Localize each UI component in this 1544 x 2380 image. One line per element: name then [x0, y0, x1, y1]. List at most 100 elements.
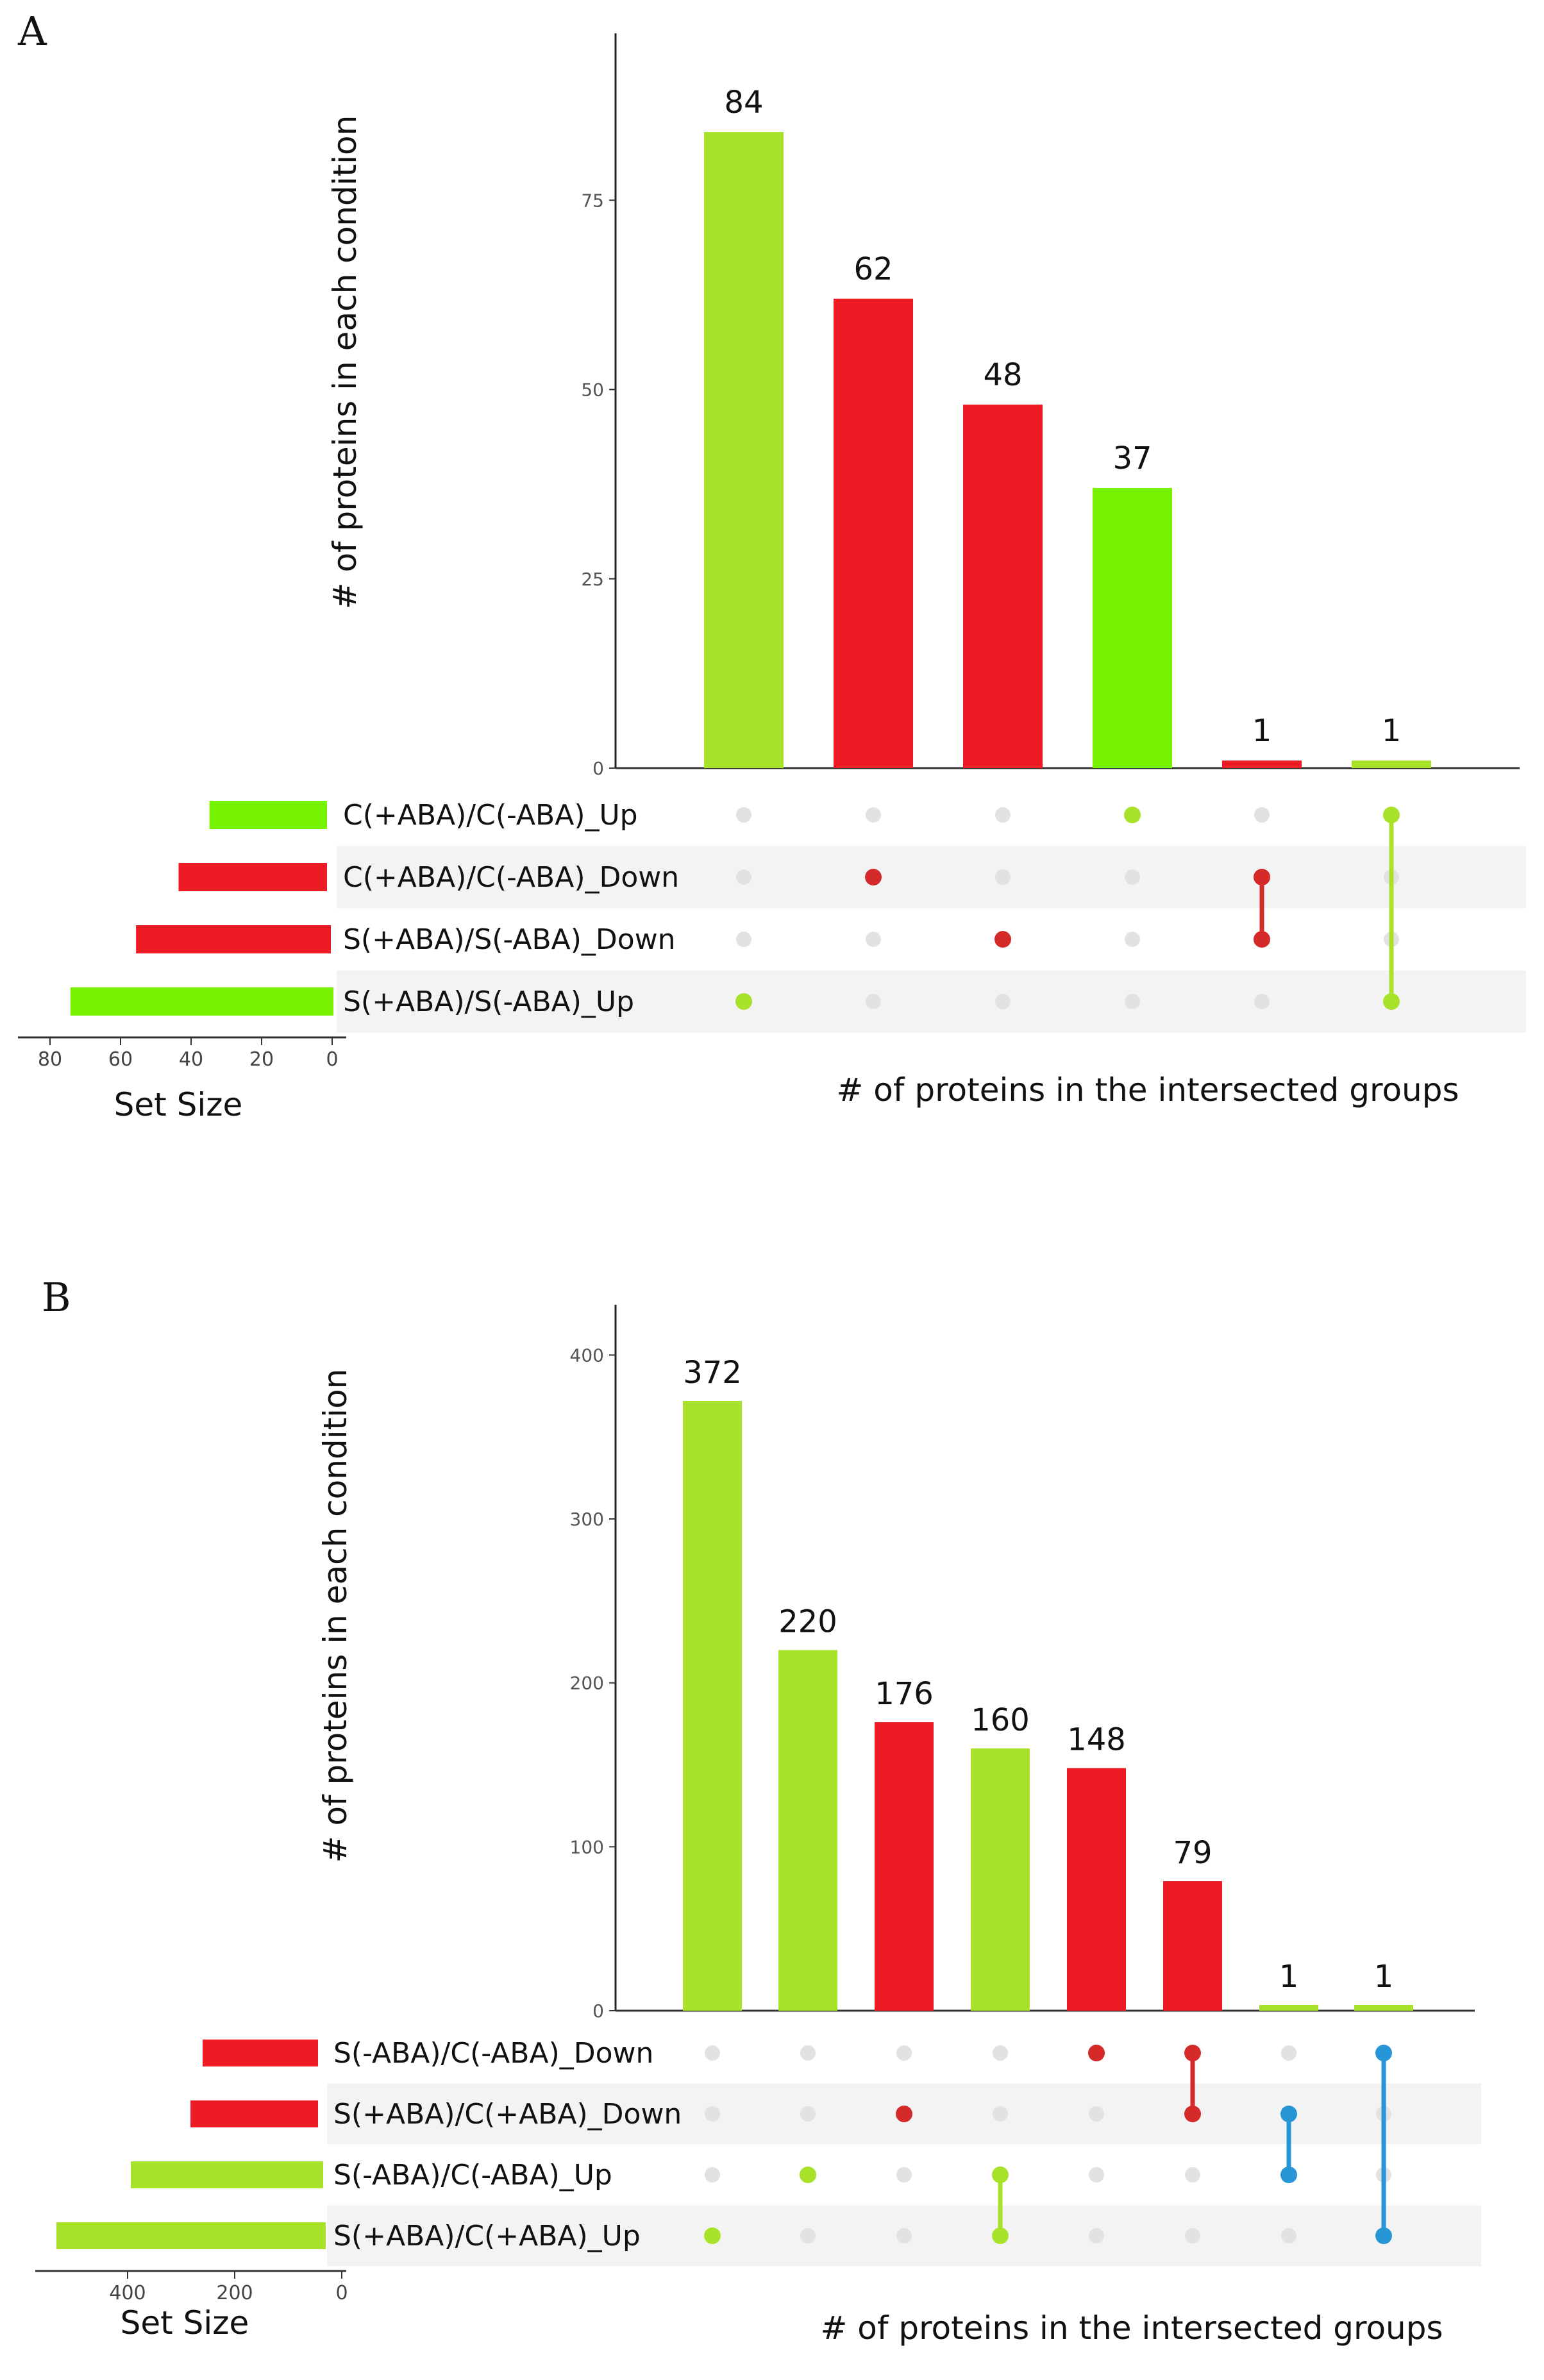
panel-b-matrix-dot-inactive: [1089, 2167, 1104, 2183]
panel-a-matrix-dot-inactive: [736, 932, 751, 947]
panel-a-matrix-dot-inactive: [995, 807, 1011, 823]
panel-b-matrix-dot-inactive: [1281, 2228, 1296, 2243]
panel-b-bar: [778, 1650, 837, 2011]
panel-b-set-size-tick-label: 0: [335, 2282, 348, 2304]
panel-a-row-stripe: [616, 846, 1526, 909]
panel-b-bar-label: 1: [1279, 1959, 1299, 1995]
panel-b-bar: [1067, 1768, 1126, 2011]
panel-a-matrix-dot-active: [1383, 993, 1400, 1010]
panel-b-matrix-dot-active: [704, 2227, 721, 2244]
panel-b-matrix-dot-active: [1280, 2166, 1297, 2183]
panel-b-matrix-dot-active: [1280, 2106, 1297, 2122]
panel-a-matrix-dot-active: [1254, 931, 1270, 948]
panel-a-row-stripe: [616, 970, 1526, 1033]
panel-a-matrix-dot-inactive: [736, 869, 751, 885]
panel-b-bar: [971, 1748, 1030, 2011]
panel-a-matrix-dot-active: [865, 869, 882, 885]
panel-b: B 0 100 200 300 400 # of proteins in each cond…: [35, 1274, 1481, 2347]
panel-b-matrix-dot-active: [896, 2106, 912, 2122]
panel-a-set-size-tick-label: 40: [179, 1048, 203, 1071]
panel-b-matrix-dot-inactive: [705, 2106, 720, 2122]
panel-a-bar-label: 1: [1382, 713, 1402, 749]
panel-a-set-size-bar: [71, 987, 333, 1016]
panel-b-matrix-dot-inactive: [1281, 2045, 1296, 2061]
panel-a-matrix-dot-inactive: [866, 994, 881, 1009]
panel-a-bar: [1352, 760, 1431, 768]
panel-a-bar: [834, 298, 913, 768]
panel-b-matrix-dot-active: [1184, 2106, 1201, 2122]
panel-b-y-tick-label: 200: [570, 1673, 604, 1694]
panel-a-set-size-title: Set Size: [114, 1086, 243, 1123]
panel-b-set-size-bar: [131, 2161, 323, 2188]
panel-a-bar-label: 62: [853, 251, 893, 287]
panel-b-bar-label: 1: [1374, 1959, 1394, 1995]
panel-a-matrix-dot-active: [735, 993, 752, 1010]
panel-b-set-size-title: Set Size: [121, 2304, 249, 2342]
panel-b-bar: [683, 1401, 742, 2011]
panel-a: A 0 25 50 75 # of proteins in each condition 8…: [17, 8, 1526, 1123]
panel-b-matrix-dot-inactive: [1089, 2228, 1104, 2243]
panel-b-matrix-dot-inactive: [705, 2045, 720, 2061]
panel-a-matrix-dot-inactive: [1125, 932, 1140, 947]
panel-b-row-stripe: [694, 2083, 1481, 2145]
panel-a-set-size-tick-label: 20: [249, 1048, 274, 1071]
panel-a-set-size-bar: [209, 801, 327, 829]
panel-b-set-size-bar: [190, 2100, 318, 2127]
panel-a-matrix-dot-inactive: [995, 869, 1011, 885]
panel-a-matrix-dot-inactive: [995, 994, 1011, 1009]
panel-b-matrix-dot-inactive: [800, 2045, 816, 2061]
panel-a-matrix-dot-active: [994, 931, 1011, 948]
panel-b-label-stripe: [327, 2083, 694, 2145]
panel-a-matrix-dot-inactive: [1125, 994, 1140, 1009]
panel-b-bar-label: 148: [1067, 1722, 1126, 1758]
panel-b-matrix-dot-active: [1184, 2045, 1201, 2061]
panel-a-matrix-dot-inactive: [1254, 994, 1270, 1009]
panel-a-x-axis-title: # of proteins in the intersected groups: [836, 1071, 1459, 1109]
panel-b-matrix-dot-inactive: [1185, 2228, 1200, 2243]
panel-b-matrix-dot-active: [1088, 2045, 1105, 2061]
panel-a-set-size-tick-label: 60: [108, 1048, 133, 1071]
panel-b-bar-label: 160: [971, 1702, 1030, 1738]
panel-b-set-size-bar: [203, 2040, 318, 2066]
panel-a-set-size-tick-label: 0: [326, 1048, 338, 1071]
panel-a-matrix-dot-inactive: [736, 807, 751, 823]
panel-b-matrix-dot-inactive: [993, 2106, 1008, 2122]
panel-b-matrix-dot-inactive: [1185, 2167, 1200, 2183]
panel-a-matrix-dot-active: [1254, 869, 1270, 885]
panel-a-set-label: S(+ABA)/S(-ABA)_Up: [343, 985, 634, 1018]
panel-b-matrix-dot-inactive: [800, 2106, 816, 2122]
panel-b-set-size-bar: [56, 2222, 326, 2249]
panel-b-x-axis-title: # of proteins in the intersected groups: [820, 2309, 1443, 2347]
panel-a-y-axis-title: # of proteins in each condition: [326, 115, 364, 610]
panel-b-y-axis-title: # of proteins in each condition: [317, 1369, 354, 1863]
panel-a-bar: [1222, 760, 1302, 768]
panel-b-letter: B: [42, 1274, 71, 1321]
panel-b-matrix-dot-inactive: [993, 2045, 1008, 2061]
panel-b-set-size-tick-label: 200: [216, 2282, 253, 2304]
panel-b-matrix-dot-active: [1375, 2045, 1392, 2061]
panel-b-matrix-dot-active: [1375, 2227, 1392, 2244]
panel-a-label-stripe: [337, 846, 616, 909]
panel-a-y-tick-label: 75: [581, 190, 604, 211]
panel-a-set-size-bar: [136, 925, 331, 953]
panel-a-matrix-dot-inactive: [1125, 869, 1140, 885]
panel-b-bar: [1259, 2005, 1318, 2011]
panel-a-matrix-dot-active: [1383, 807, 1400, 823]
panel-a-bar: [963, 405, 1043, 768]
panel-b-set-label: S(+ABA)/C(+ABA)_Down: [333, 2098, 682, 2131]
panel-b-bar-label: 176: [875, 1676, 934, 1712]
panel-a-bar-label: 1: [1252, 713, 1272, 749]
panel-a-letter: A: [17, 8, 47, 54]
panel-b-matrix-dot-active: [800, 2166, 816, 2183]
panel-a-y-tick-label: 0: [592, 758, 604, 779]
panel-b-y-tick-label: 100: [570, 1836, 604, 1857]
panel-b-matrix-dot-inactive: [1089, 2106, 1104, 2122]
panel-b-bar-label: 372: [683, 1355, 742, 1391]
panel-b-y-tick-label: 400: [570, 1345, 604, 1366]
panel-b-matrix-dot-inactive: [800, 2228, 816, 2243]
panel-b-bar-label: 220: [778, 1604, 837, 1640]
panel-a-set-label: S(+ABA)/S(-ABA)_Down: [343, 923, 676, 956]
panel-b-set-label: S(-ABA)/C(-ABA)_Up: [333, 2159, 612, 2191]
panel-b-bar: [1354, 2005, 1413, 2011]
